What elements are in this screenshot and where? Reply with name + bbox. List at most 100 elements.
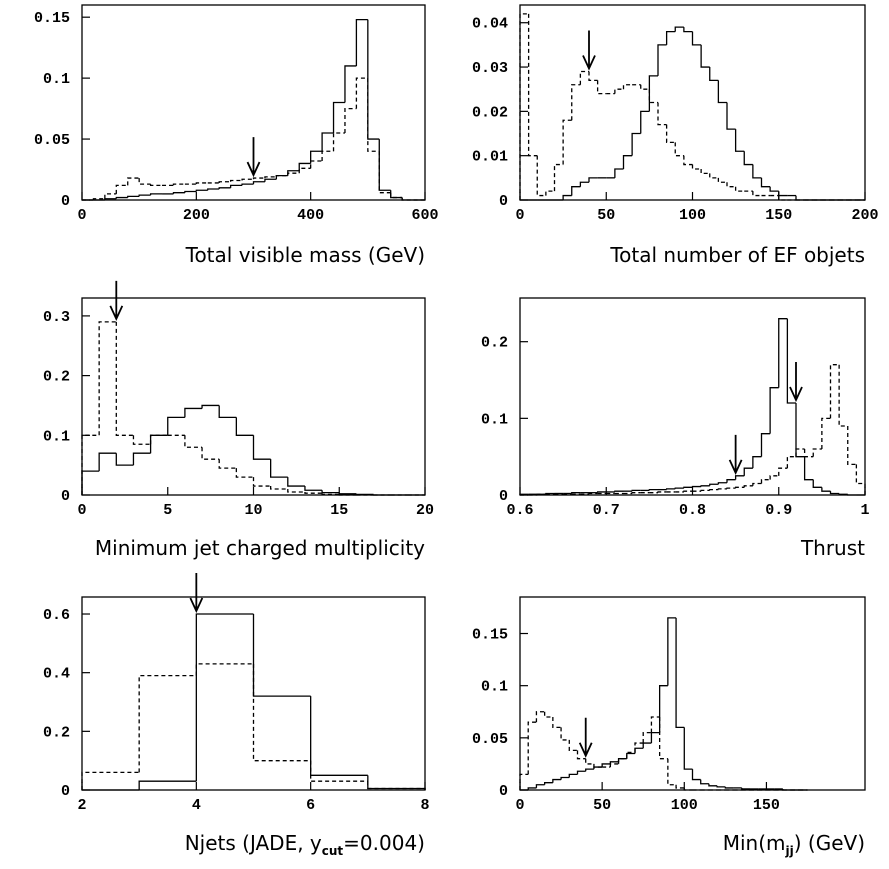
histogram-bin [367, 781, 426, 790]
histogram-bin [241, 183, 254, 186]
histogram-bin [568, 739, 578, 752]
histogram-bin [184, 190, 197, 193]
histogram-bin [560, 727, 570, 741]
histogram-bin [560, 776, 570, 780]
histogram-bin [536, 493, 546, 495]
histogram-bin [355, 77, 368, 109]
histogram-bin [640, 84, 650, 90]
histogram-bin [609, 761, 619, 764]
histogram-bin [743, 467, 753, 476]
histogram-bin [640, 110, 650, 134]
x-tick-label: 150 [753, 797, 780, 814]
histogram-bin [252, 177, 265, 180]
histogram-bin [614, 490, 624, 492]
histogram-bin [132, 452, 151, 466]
histogram-bin [571, 84, 581, 121]
histogram-bin [724, 786, 734, 789]
histogram-bin [338, 492, 357, 495]
x-tick-label: 200 [851, 207, 878, 224]
histogram-bin [172, 192, 185, 194]
histogram-bin [626, 751, 635, 759]
histogram-bin [138, 178, 151, 185]
x-tick-label: 5 [163, 502, 172, 519]
histogram-bin [344, 107, 357, 133]
histogram-bin [138, 674, 197, 773]
histogram-bin [576, 770, 586, 775]
histogram-bin [778, 318, 788, 388]
histogram-bin [576, 750, 586, 760]
y-tick-label: 0.1 [43, 71, 70, 88]
y-tick-label: 0 [61, 488, 70, 505]
panel: 0 50 100 150 0 0.05 0.1 0.15 Min(mjj) (GeV) [472, 596, 866, 858]
y-tick-label: 0 [499, 193, 508, 210]
histogram-bin [674, 487, 684, 489]
histogram-bin [149, 434, 168, 454]
histogram-bin [631, 492, 641, 494]
histogram-bin [709, 173, 719, 179]
histogram-bin [321, 150, 334, 161]
histogram-bin [726, 182, 736, 188]
histogram-bin [642, 742, 652, 749]
histogram-bin [821, 487, 831, 492]
plot-frame [519, 297, 866, 496]
plot-frame [81, 4, 426, 201]
histogram-bin [657, 102, 667, 126]
histogram-bin [675, 784, 685, 789]
histogram-bin [667, 758, 677, 786]
histogram-bin [657, 491, 667, 493]
y-tick-label: 0 [499, 488, 508, 505]
histogram-bin [321, 490, 340, 494]
histogram-bin [535, 784, 545, 788]
panel: 0 5 10 15 20 0 0.1 0.2 0.3 Minimum jet charged mu… [43, 280, 434, 560]
histogram-bin [716, 785, 726, 788]
y-tick-label: 0.05 [472, 731, 508, 748]
label-part: Min(m [723, 831, 786, 855]
histogram-bin [390, 192, 403, 199]
histogram-bin [207, 188, 220, 191]
panel: 0 200 400 600 0 0.05 0.1 0.15 Total visible mass… [34, 4, 439, 267]
histogram-bin [622, 84, 633, 90]
histogram-bin [355, 18, 368, 66]
histogram-bin [648, 89, 658, 104]
x-tick-label: 200 [183, 207, 210, 224]
histogram-bin [614, 168, 624, 178]
histogram-bin [734, 186, 745, 192]
histogram-bin [195, 189, 208, 192]
label-part: ) (GeV) [794, 831, 865, 855]
histogram-bin [115, 196, 128, 199]
x-tick-label: 600 [411, 207, 438, 224]
histogram-bin [717, 177, 727, 183]
x-tick-label: 0.9 [765, 502, 792, 519]
histogram-bin [812, 479, 822, 488]
histogram-bin [683, 27, 693, 33]
x-axis-label: Min(mjj) (GeV) [723, 831, 865, 858]
histogram-bin [287, 489, 305, 493]
histogram-bin [734, 475, 745, 480]
histogram-bin [552, 716, 562, 729]
histogram-bin [270, 459, 288, 478]
histogram-bin [568, 773, 578, 778]
histogram-bin [270, 486, 288, 490]
histogram-bin [596, 491, 607, 493]
histogram-bin [115, 453, 134, 466]
histogram-bin [310, 160, 323, 169]
cut-arrow [189, 573, 204, 614]
histogram-bin [81, 434, 100, 495]
histogram-bin [855, 464, 866, 495]
histogram-bin [264, 176, 277, 179]
cut-arrow [578, 717, 593, 758]
histogram-bin [760, 479, 771, 484]
histogram-bin [691, 485, 702, 488]
histogram-bin [657, 44, 667, 76]
histogram-bin [795, 448, 805, 457]
y-tick-label: 0.2 [43, 369, 70, 386]
x-tick-label: 0 [515, 797, 524, 814]
x-tick-label: 400 [297, 207, 324, 224]
histogram-bin [769, 475, 779, 480]
histogram-bin [98, 321, 117, 436]
histogram-bin [838, 364, 848, 427]
histogram-bin [304, 492, 323, 494]
histogram-bin [519, 773, 529, 790]
x-axis-label: Minimum jet charged multiplicity [95, 536, 425, 560]
histogram-bin [390, 190, 403, 199]
